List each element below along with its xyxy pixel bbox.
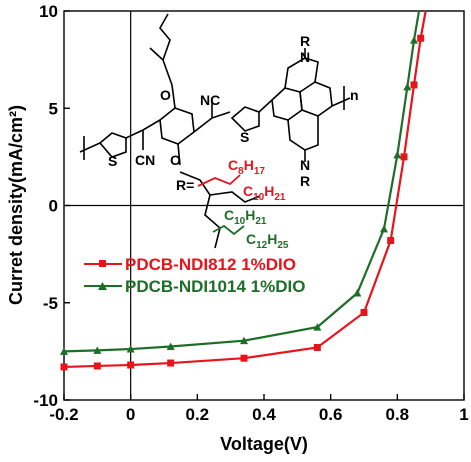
alkyl-chain-bottom-branch [209,191,261,203]
x-tick-label: 0.4 [252,405,276,424]
x-tick-label: 0 [126,405,135,424]
axis-ticks: -0.2 0 0.2 0.4 0.6 0.8 1 -10 -5 0 5 10 [33,2,468,424]
struct-label-r-bottom: R [300,173,310,189]
data-point-series-1 [387,237,395,245]
bond [125,129,144,139]
struct-label-nc: NC [200,92,220,108]
bond [149,47,164,61]
y-axis-label: Curret density(mA/cm²) [6,105,26,305]
data-point-series-2 [93,346,102,354]
molecule-labels: R N O NC CN S S O N R n R= C8H17 C10H21 … [108,33,359,251]
struct-label-n-bottom: N [300,157,310,173]
data-point-series-1 [360,308,368,316]
x-tick-label: 0.2 [186,405,210,424]
data-point-series-1 [417,34,425,42]
data-point-series-1 [313,343,321,351]
bond [177,143,181,166]
r1-formula-b: C10H21 [243,183,286,203]
struct-label-s-right: S [240,129,249,145]
struct-label-cn: CN [135,152,155,168]
bond [79,142,101,153]
x-tick-label: 0.6 [319,405,343,424]
data-point-series-2 [380,224,388,233]
thiophene-right-ring [230,106,260,132]
series-line-1 [63,10,427,369]
data-point-series-1 [127,361,135,369]
data-point-series-1 [60,363,68,371]
struct-label-s-left: S [108,153,117,169]
r1-chain [197,174,241,187]
data-point-series-1 [400,153,408,161]
y-tick-label: 10 [39,2,58,21]
data-point-series-2 [126,345,135,353]
r1-formula-a: C8H17 [228,157,265,177]
y-tick-label: 0 [49,197,58,216]
struct-label-n-top: N [300,49,310,65]
data-point-series-1 [410,81,418,89]
legend-label-series-2: PDCB-NDI1014 1%DIO [125,277,305,296]
data-point-series-2 [393,150,402,159]
legend-label-series-1: PDCB-NDI812 1%DIO [125,255,296,274]
data-point-series-1 [240,354,248,362]
data-point-series-2 [313,323,322,331]
legend-marker-series-1 [99,260,106,267]
bond [171,84,176,109]
data-point-series-1 [167,359,175,367]
ndi-ring-right [299,81,333,117]
r2-formula-b: C12H25 [246,231,289,251]
y-tick-label: -10 [33,391,58,410]
alkyl-chain-bottom [179,171,221,249]
thiophene-left-ring [98,132,127,158]
x-tick-label: 1 [459,405,468,424]
imide-bottom [287,116,319,151]
series-layer [60,10,427,371]
struct-label-repeat: n [350,87,359,103]
data-point-series-1 [93,362,101,370]
data-point-series-2 [410,36,418,44]
data-point-series-2 [403,82,412,91]
y-tick-label: 5 [49,99,58,118]
ndi-ring-left [271,87,303,121]
x-tick-label: -0.2 [49,405,78,424]
x-tick-label: 0.8 [386,405,410,424]
y-tick-label: -5 [43,294,58,313]
bond [193,117,213,133]
bond [331,97,351,107]
series-line-2 [63,10,421,353]
alkyl-chain-top [159,13,171,61]
r2-chain [212,224,245,236]
struct-label-r-top: R [300,33,310,49]
legend-marker-series-2 [98,282,107,290]
bond [142,119,161,131]
data-point-series-2 [166,342,175,351]
struct-label-o: O [160,87,171,103]
data-point-series-2 [240,336,248,345]
r2-formula-a: C10H21 [224,207,267,227]
bond [258,99,273,113]
bond [162,59,173,86]
struct-label-o-bottom: O [170,152,181,168]
bond [211,111,231,119]
x-axis-label: Voltage(V) [220,434,308,454]
r-definition-label: R= [176,177,194,193]
data-point-series-2 [353,289,362,297]
data-point-series-2 [60,347,68,355]
benzene-ring [159,107,195,145]
legend: PDCB-NDI812 1%DIO PDCB-NDI1014 1%DIO [84,255,305,296]
molecule-structure [79,13,351,249]
